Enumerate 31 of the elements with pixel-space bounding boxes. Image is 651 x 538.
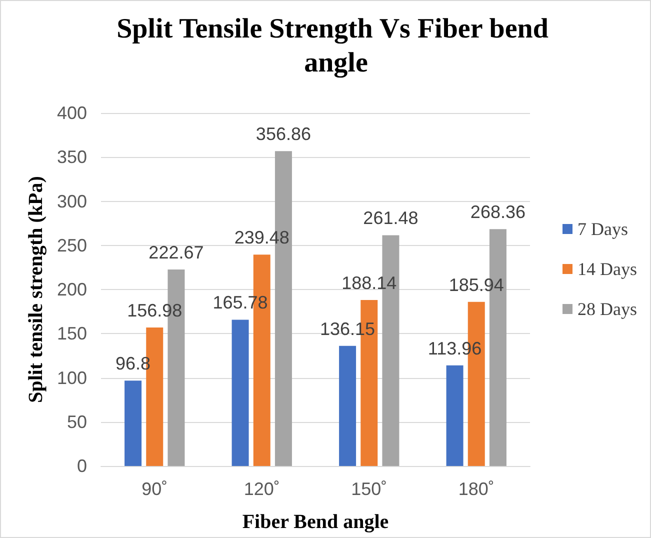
data-label: 268.36 bbox=[470, 202, 526, 222]
y-tick-label: 250 bbox=[56, 235, 87, 256]
y-tick-label: 300 bbox=[56, 191, 87, 212]
chart-title: Split Tensile Strength Vs Fiber bend angle bbox=[116, 14, 556, 78]
data-label: 222.67 bbox=[148, 242, 204, 262]
data-label: 156.98 bbox=[127, 300, 182, 320]
data-label: 188.14 bbox=[342, 272, 397, 293]
legend-label: 14 Days bbox=[578, 259, 638, 279]
x-axis-title: Fiber Bend angle bbox=[242, 511, 389, 533]
data-label: 261.48 bbox=[363, 208, 418, 228]
y-tick-label: 100 bbox=[56, 368, 87, 388]
data-label: 356.86 bbox=[256, 124, 311, 144]
y-tick-label: 0 bbox=[76, 456, 87, 476]
y-tick-label: 400 bbox=[56, 103, 87, 123]
y-tick-label: 150 bbox=[56, 324, 87, 344]
bar bbox=[446, 365, 464, 466]
x-tick-label: 150˚ bbox=[351, 479, 388, 499]
data-label: 239.48 bbox=[234, 228, 290, 248]
y-axis-title: Split tensile strength (kPa) bbox=[25, 176, 48, 403]
x-tick-label: 120˚ bbox=[244, 479, 280, 499]
y-tick-label: 200 bbox=[56, 280, 87, 300]
bar bbox=[339, 346, 356, 466]
y-tick-label: 350 bbox=[56, 147, 87, 168]
x-tick-label: 180˚ bbox=[458, 479, 494, 499]
bar bbox=[124, 380, 142, 466]
data-label: 185.94 bbox=[448, 274, 504, 295]
legend-label: 7 Days bbox=[578, 219, 628, 239]
bar bbox=[232, 320, 249, 466]
y-tick-label: 50 bbox=[66, 412, 87, 432]
x-tick-label: 90˚ bbox=[142, 479, 168, 499]
legend-label: 28 Days bbox=[578, 299, 638, 319]
